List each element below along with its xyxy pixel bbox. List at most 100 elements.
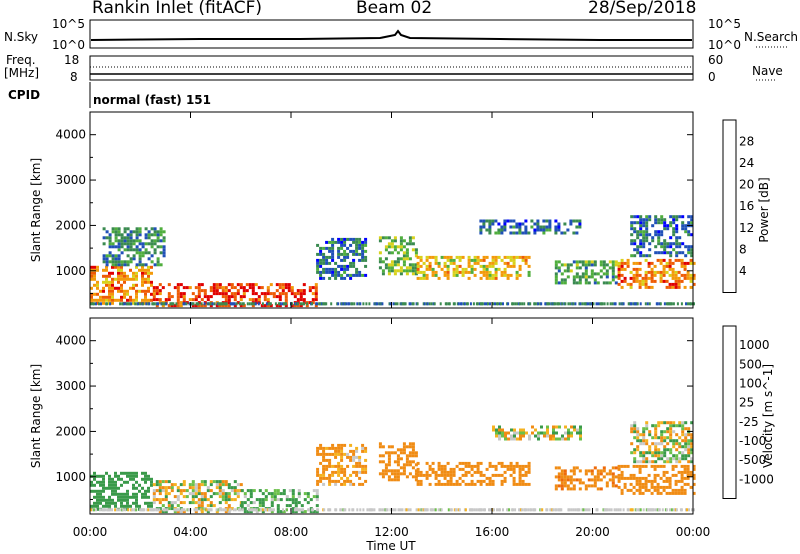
echo-cell <box>464 473 468 477</box>
echo-cell <box>479 258 483 262</box>
echo-cell <box>647 488 651 492</box>
echo-cell <box>396 460 400 464</box>
echo-cell <box>224 304 228 308</box>
echo-cell <box>642 245 646 249</box>
echo-cell <box>322 252 326 256</box>
echo-cell <box>257 286 261 290</box>
echo-cell <box>578 225 582 229</box>
echo-cell <box>690 233 694 237</box>
echo-cell <box>683 464 687 468</box>
echo-cell <box>303 498 307 502</box>
echo-cell <box>105 254 109 258</box>
echo-cell <box>254 292 258 296</box>
echo-cell <box>291 302 293 306</box>
echo-cell <box>102 280 105 284</box>
echo-cell <box>573 425 576 429</box>
echo-cell <box>651 442 655 446</box>
echo-cell <box>117 248 121 252</box>
echo-cell <box>236 289 240 293</box>
echo-cell <box>245 283 249 287</box>
echo-cell <box>641 491 645 495</box>
echo-cell <box>443 270 447 274</box>
echo-cell <box>364 458 368 462</box>
echo-cell <box>620 267 624 271</box>
echo-cell <box>387 475 391 479</box>
echo-cell <box>117 280 120 284</box>
echo-cell <box>108 474 111 478</box>
echo-cell <box>322 258 326 262</box>
echo-cell <box>509 219 513 223</box>
echo-cell <box>126 227 130 231</box>
echo-cell <box>437 482 441 486</box>
echo-cell <box>617 473 621 477</box>
echo-cell <box>117 227 121 231</box>
echo-cell <box>503 261 507 265</box>
echo-cell <box>657 230 661 234</box>
echo-cell <box>399 242 403 246</box>
echo-cell <box>639 302 642 306</box>
y-tick-label: 3000 <box>55 379 86 393</box>
echo-cell <box>425 473 429 477</box>
echo-cell <box>402 463 406 467</box>
echo-cell <box>153 263 157 267</box>
echo-cell <box>390 269 394 273</box>
echo-cell <box>405 460 409 464</box>
echo-cell <box>588 508 591 512</box>
echo-cell <box>647 479 651 483</box>
echo-cell <box>120 260 124 264</box>
echo-cell <box>686 473 690 477</box>
echo-cell <box>203 498 207 502</box>
echo-cell <box>147 286 150 290</box>
colorbar-tick-label: 4 <box>739 264 747 278</box>
echo-cell <box>537 437 540 441</box>
echo-cell <box>669 215 673 219</box>
echo-cell <box>111 280 114 284</box>
echo-cell <box>681 242 685 246</box>
echo-cell <box>126 289 129 293</box>
echo-cell <box>681 430 685 434</box>
echo-cell <box>414 463 418 467</box>
echo-cell <box>453 302 456 306</box>
echo-cell <box>200 298 204 302</box>
echo-cell <box>381 508 384 512</box>
echo-cell <box>666 436 670 440</box>
echo-cell <box>579 425 582 429</box>
echo-cell <box>343 443 347 447</box>
echo-cell <box>408 442 412 446</box>
echo-cell <box>510 434 513 438</box>
echo-cell <box>409 508 412 512</box>
echo-cell <box>578 281 582 285</box>
echo-cell <box>381 269 385 273</box>
echo-cell <box>681 457 685 461</box>
echo-cell <box>405 445 409 449</box>
echo-cell <box>663 218 667 222</box>
echo-cell <box>415 508 418 512</box>
echo-cell <box>434 258 438 262</box>
echo-cell <box>494 261 498 265</box>
echo-cell <box>608 260 612 264</box>
echo-cell <box>399 245 403 249</box>
echo-cell <box>132 239 136 243</box>
echo-cell <box>669 242 673 246</box>
echo-cell <box>411 442 415 446</box>
echo-cell <box>680 261 684 265</box>
echo-cell <box>212 480 216 484</box>
echo-cell <box>355 273 359 277</box>
echo-cell <box>431 255 435 259</box>
echo-cell <box>209 295 213 299</box>
echo-cell <box>651 239 655 243</box>
echo-cell <box>126 471 129 475</box>
echo-cell <box>105 280 108 284</box>
echo-cell <box>150 280 153 284</box>
echo-cell <box>455 482 459 486</box>
echo-cell <box>507 431 510 435</box>
echo-cell <box>683 285 687 289</box>
echo-cell <box>254 508 257 512</box>
echo-cell <box>605 269 609 273</box>
echo-cell <box>678 445 682 449</box>
echo-cell <box>461 473 465 477</box>
echo-cell <box>669 251 673 255</box>
echo-cell <box>687 433 691 437</box>
echo-cell <box>665 470 669 474</box>
echo-cell <box>361 467 365 471</box>
